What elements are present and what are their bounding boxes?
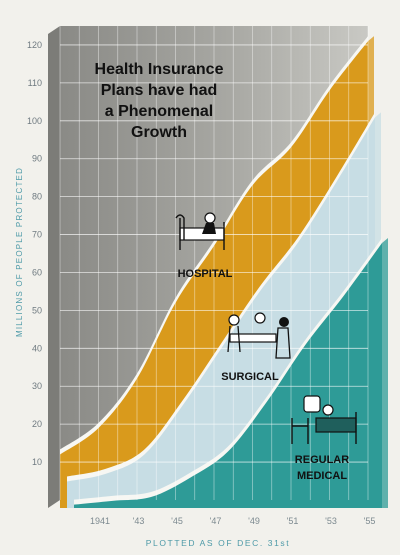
point-regular-medical-1947 <box>189 477 191 479</box>
point-surgical-1941 <box>66 481 68 483</box>
point-regular-medical-1953 <box>304 345 306 347</box>
y-tick-label: 60 <box>32 267 42 277</box>
area-cap <box>382 237 388 526</box>
y-tick-label: 100 <box>27 116 42 126</box>
series-label-hospital: HOSPITAL <box>178 268 233 280</box>
series-label-surgical: SURGICAL <box>221 371 279 383</box>
point-surgical-1955 <box>336 181 338 183</box>
doctor-visit-icon <box>291 395 357 444</box>
y-tick-label: 110 <box>28 78 42 88</box>
y-tick-label: 10 <box>32 457 42 467</box>
point-surgical-1951 <box>259 291 261 293</box>
x-tick-label: '55 <box>364 516 376 526</box>
y-tick-label: 50 <box>32 305 42 315</box>
point-regular-medical-1945 <box>150 496 152 498</box>
hospital-bed-icon <box>175 212 225 250</box>
point-surgical-1945 <box>143 454 145 456</box>
point-surgical-1943 <box>105 473 107 475</box>
point-regular-medical-1955 <box>343 295 345 297</box>
x-tick-label: '47 <box>210 516 222 526</box>
side-wall <box>48 26 60 508</box>
series-label-regular-medical: REGULAR <box>295 454 349 466</box>
x-tick-label: '43 <box>133 516 145 526</box>
y-tick-label: 70 <box>32 230 42 240</box>
x-tick-label: '51 <box>287 516 299 526</box>
y-tick-label: 80 <box>32 192 42 202</box>
y-tick-label: 20 <box>32 419 42 429</box>
point-surgical-1947 <box>182 405 184 407</box>
floor <box>48 508 388 526</box>
point-regular-medical-1943 <box>112 500 114 502</box>
area-regular-medical <box>74 242 382 526</box>
surgery-team-icon <box>227 312 291 359</box>
chart-title-line-3: a Phenomenal <box>105 103 213 120</box>
x-tick-label: '49 <box>248 516 260 526</box>
x-tick-label: '45 <box>171 516 183 526</box>
point-surgical-1953 <box>297 242 299 244</box>
chart-title-line-4: Growth <box>131 124 187 141</box>
chart-title-line-1: Health Insurance <box>95 61 224 78</box>
chart-title-line-2: Plans have had <box>101 82 218 99</box>
series-label-regular-medical: MEDICAL <box>297 470 347 482</box>
point-regular-medical-1949 <box>227 451 229 453</box>
point-regular-medical-1941 <box>73 504 75 506</box>
y-tick-label: 30 <box>32 381 42 391</box>
x-tick-label: '53 <box>325 516 337 526</box>
y-tick-label: 90 <box>32 154 42 164</box>
y-axis-label: MILLIONS OF PEOPLE PROTECTED <box>15 167 24 337</box>
y-tick-label: 120 <box>27 40 42 50</box>
x-tick-label: 1941 <box>90 516 110 526</box>
x-axis-label: PLOTTED AS OF DEC. 31st <box>146 538 291 548</box>
point-regular-medical-1951 <box>266 401 268 403</box>
y-tick-label: 40 <box>32 343 42 353</box>
